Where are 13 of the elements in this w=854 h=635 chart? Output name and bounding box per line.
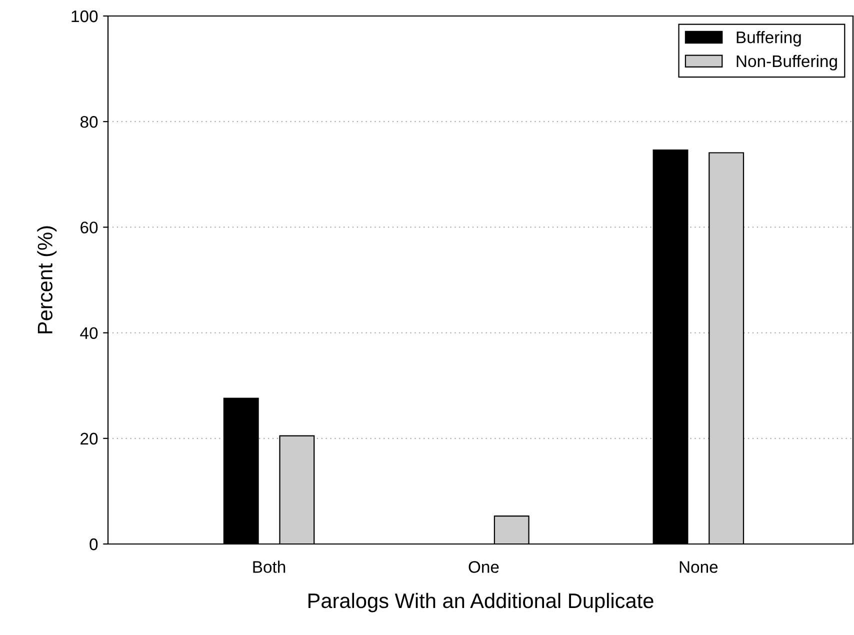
x-axis-title: Paralogs With an Additional Duplicate [308,592,654,612]
y-tick-label: 80 [80,116,98,128]
y-tick-label: 100 [72,10,98,22]
y-axis-title: Percent (%) [37,226,57,334]
legend-label: Non-Buffering [736,54,837,70]
legend-label: Buffering [736,31,801,47]
x-tick-label: One [468,561,499,573]
x-tick-label: Both [253,560,286,573]
y-tick-label: 40 [80,327,98,340]
y-tick-label: 0 [90,538,98,550]
x-tick-label: None [680,561,718,573]
y-tick-label: 20 [80,432,98,445]
y-tick-label: 60 [80,222,98,234]
